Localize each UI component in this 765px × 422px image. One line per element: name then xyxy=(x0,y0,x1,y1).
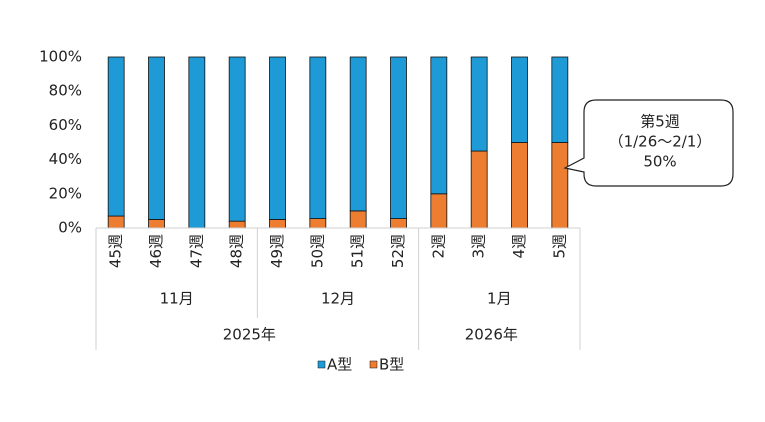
legend-swatch xyxy=(317,360,326,369)
bar-segment xyxy=(511,56,528,143)
y-tick-label: 60% xyxy=(49,116,82,134)
x-tick-label: 48週 xyxy=(228,234,246,268)
x-tick-label: 5週 xyxy=(550,234,568,259)
year-label: 2025年 xyxy=(223,326,276,344)
bar-segment xyxy=(107,215,125,229)
x-tick-label: 46週 xyxy=(147,234,165,268)
x-tick-label: 49週 xyxy=(268,234,286,268)
y-tick-label: 100% xyxy=(39,48,82,66)
callout-box xyxy=(563,99,734,187)
bar-segment xyxy=(349,56,367,212)
bar-segment xyxy=(309,56,327,219)
x-tick-label: 45週 xyxy=(107,234,125,268)
x-tick-label: 52週 xyxy=(389,234,407,268)
bar-segment xyxy=(470,56,488,152)
legend-label: B型 xyxy=(379,356,404,374)
bar-segment xyxy=(551,142,569,229)
month-label: 12月 xyxy=(321,290,355,308)
bar-segment xyxy=(470,150,488,229)
bar-segment xyxy=(148,56,165,220)
x-tick-label: 51週 xyxy=(349,234,367,268)
x-tick-label: 4週 xyxy=(510,234,528,259)
bar-segment xyxy=(228,56,246,222)
callout-text: （1/26～2/1） xyxy=(609,133,712,151)
year-label: 2026年 xyxy=(465,326,518,344)
bar-segment xyxy=(269,56,286,220)
bar-segment xyxy=(511,142,528,229)
bar-segment xyxy=(390,218,407,229)
y-tick-label: 40% xyxy=(49,150,82,168)
x-tick-label: 2週 xyxy=(429,234,447,259)
y-tick-label: 0% xyxy=(58,219,82,237)
legend-label: A型 xyxy=(327,356,352,374)
bar-segment xyxy=(390,56,407,219)
bar-segment xyxy=(430,56,448,195)
x-tick-label: 47週 xyxy=(187,234,205,268)
bar-segment xyxy=(430,193,448,229)
bar-segment xyxy=(309,218,327,229)
callout-text: 第5週 xyxy=(640,113,680,131)
bar-segment xyxy=(107,56,125,217)
x-tick-label: 50週 xyxy=(308,234,326,268)
bar-segment xyxy=(188,56,206,229)
bar-segment xyxy=(349,210,367,229)
month-label: 11月 xyxy=(160,290,194,308)
bar-segment xyxy=(228,220,246,229)
bar-segment xyxy=(269,219,286,229)
bar-segment xyxy=(148,219,165,229)
bar-segment xyxy=(551,56,569,143)
month-label: 1月 xyxy=(487,290,512,308)
callout-text: 50% xyxy=(643,153,676,171)
y-tick-label: 80% xyxy=(49,82,82,100)
y-tick-label: 20% xyxy=(49,184,82,202)
x-tick-label: 3週 xyxy=(470,234,488,259)
legend-swatch xyxy=(369,360,378,369)
